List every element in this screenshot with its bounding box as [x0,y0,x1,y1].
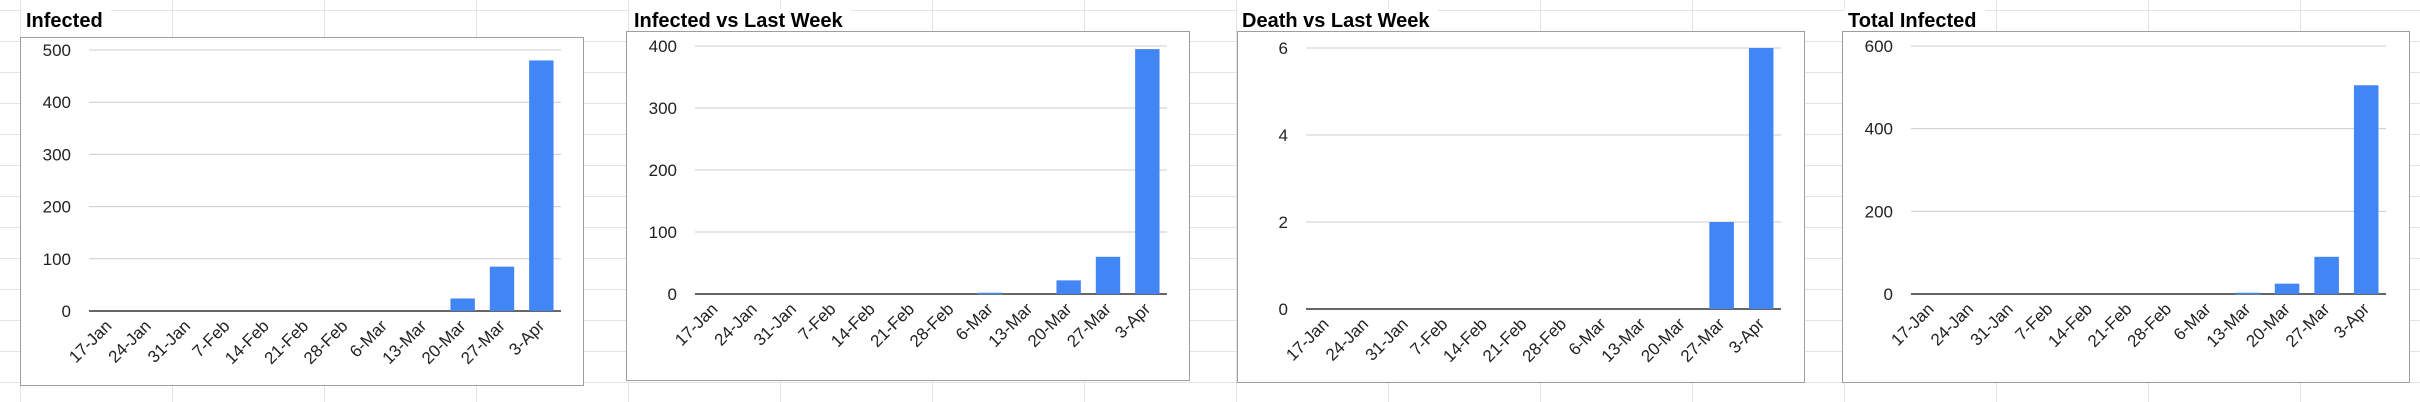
y-tick-label: 300 [43,145,71,164]
x-tick-label: 21-Feb [2084,299,2136,351]
bar[interactable] [489,266,515,311]
y-tick-label: 0 [62,302,71,321]
y-tick-label: 400 [649,37,677,56]
x-tick-label: 3-Apr [505,316,548,359]
x-tick-label: 28-Feb [2124,299,2176,351]
chart-total-infected-plot: 020040060017-Jan24-Jan31-Jan7-Feb14-Feb2… [1865,37,2386,351]
bar[interactable] [1135,49,1160,294]
bar[interactable] [977,292,1003,295]
x-tick-label: 27-Mar [1063,299,1115,351]
y-tick-label: 200 [43,198,71,217]
x-tick-label: 27-Mar [457,316,509,368]
bar[interactable] [450,298,475,311]
bar[interactable] [2235,292,2260,295]
x-tick-label: 31-Jan [1967,299,2017,349]
x-tick-label: 24-Jan [711,299,761,349]
chart-title-total-infected: Total Infected [1844,9,1985,33]
x-tick-label: 24-Jan [1927,299,1977,349]
bar[interactable] [2274,283,2300,294]
x-tick-label: 31-Jan [750,299,800,349]
y-tick-label: 100 [43,250,71,269]
bar[interactable] [1056,280,1081,294]
x-tick-label: 17-Jan [65,316,115,366]
y-tick-label: 500 [43,41,71,60]
bar[interactable] [2314,256,2339,294]
bar[interactable] [1709,222,1734,309]
x-tick-label: 14-Feb [1439,314,1491,366]
x-tick-label: 14-Feb [2044,299,2096,351]
y-tick-label: 300 [649,99,677,118]
x-tick-label: 27-Mar [2282,299,2334,351]
y-tick-label: 0 [1279,300,1288,319]
chart-death-vs-last-week[interactable]: 0 2 4 6 17-Jan 24-Jan 31-Jan 7-Feb 14-Feb 21-Feb 2… [1237,31,1805,383]
y-tick-label: 200 [1865,202,1893,221]
chart-total-infected[interactable]: 0 200 400 600 17-Jan 24-Jan 31-Jan 7-Feb 14-Feb 2… [1842,31,2410,383]
x-tick-label: 21-Feb [1479,314,1531,366]
y-tick-label: 2 [1279,213,1288,232]
x-tick-label: 17-Jan [671,299,721,349]
y-tick-label: 600 [1865,37,1893,56]
x-tick-label: 31-Jan [1362,314,1412,364]
chart-infected-plot: 010020030040050017-Jan24-Jan31-Jan7-Feb1… [43,41,561,368]
chart-death-vs-last-week-plot: 024617-Jan24-Jan31-Jan7-Feb14-Feb21-Feb2… [1279,39,1781,366]
chart-title-infected: Infected [22,9,111,33]
x-tick-label: 17-Jan [1887,299,1937,349]
bar[interactable] [1095,256,1121,294]
y-tick-label: 0 [668,285,677,304]
x-tick-label: 28-Feb [1519,314,1571,366]
y-tick-label: 400 [43,93,71,112]
x-tick-label: 28-Feb [906,299,958,351]
chart-title-infected-vs-last-week: Infected vs Last Week [630,9,851,33]
x-tick-label: 3-Apr [1725,314,1768,357]
bar[interactable] [2353,85,2379,294]
bar[interactable] [1748,48,1774,309]
x-tick-label: 24-Jan [1322,314,1372,364]
x-tick-label: 31-Jan [144,316,194,366]
chart-infected-vs-last-week[interactable]: 0 100 200 300 400 17-Jan 24-Jan 31-Jan 7-Feb 14-F… [626,31,1190,381]
x-tick-label: 3-Apr [1111,299,1154,342]
x-tick-label: 24-Jan [105,316,155,366]
y-tick-label: 6 [1279,39,1288,58]
y-tick-label: 100 [649,223,677,242]
chart-infected-vs-last-week-plot: 010020030040017-Jan24-Jan31-Jan7-Feb14-F… [649,37,1167,351]
x-tick-label: 28-Feb [300,316,352,368]
y-tick-label: 200 [649,161,677,180]
x-tick-label: 3-Apr [2330,299,2373,342]
y-tick-label: 400 [1865,120,1893,139]
chart-title-death-vs-last-week: Death vs Last Week [1238,9,1438,33]
x-tick-label: 27-Mar [1677,314,1729,366]
y-tick-label: 4 [1279,126,1288,145]
x-tick-label: 17-Jan [1282,314,1332,364]
y-tick-label: 0 [1884,285,1893,304]
bar[interactable] [529,60,554,311]
chart-infected[interactable]: 0 100 200 300 400 500 17-Jan 24-Jan 31-Jan 7-Feb 1… [20,37,584,386]
